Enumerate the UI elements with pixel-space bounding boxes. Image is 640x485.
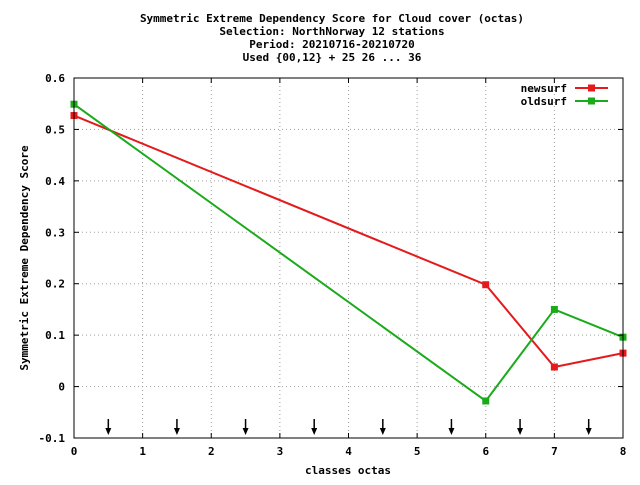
legend-label-oldsurf: oldsurf: [521, 95, 567, 108]
arrow-head: [448, 428, 455, 435]
y-tick-label: 0: [58, 381, 65, 394]
x-tick-label: 5: [414, 445, 421, 458]
down-arrow-icon: [448, 419, 455, 435]
x-tick-label: 8: [620, 445, 627, 458]
arrow-head: [105, 428, 112, 435]
x-tick-label: 0: [71, 445, 78, 458]
legend-marker-newsurf: [588, 84, 595, 92]
x-tick-label: 4: [345, 445, 352, 458]
series-line-newsurf: [73, 114, 624, 369]
arrow-head: [173, 428, 180, 435]
x-tick-label: 1: [139, 445, 146, 458]
data-point-newsurf: [482, 281, 490, 289]
data-point-oldsurf: [550, 305, 558, 313]
down-arrow-icon: [242, 419, 249, 435]
legend-label-newsurf: newsurf: [521, 82, 567, 95]
y-tick-label: -0.1: [39, 432, 66, 445]
y-tick-label: 0.6: [45, 72, 65, 85]
down-arrow-icon: [379, 419, 386, 435]
y-tick-label: 0.4: [45, 175, 65, 188]
legend-marker-oldsurf: [588, 97, 595, 105]
down-arrow-icon: [173, 419, 180, 435]
chart-title: Symmetric Extreme Dependency Score for C…: [140, 12, 524, 64]
down-arrow-icon: [311, 419, 318, 435]
arrow-head: [379, 428, 386, 435]
y-tick-label: 0.2: [45, 278, 65, 291]
x-tick-label: 6: [482, 445, 489, 458]
title-line-3: Period: 20210716-20210720: [249, 38, 415, 51]
y-tick-label: 0.5: [45, 123, 65, 136]
y-axis-label: Symmetric Extreme Dependency Score: [18, 145, 31, 371]
arrow-head: [585, 428, 592, 435]
y-tick-label: 0.3: [45, 226, 65, 239]
series-line-oldsurf: [73, 103, 624, 403]
grid: [74, 78, 623, 438]
x-tick-label: 3: [277, 445, 284, 458]
y-tick-label: 0.1: [45, 329, 65, 342]
x-tick-label: 7: [551, 445, 558, 458]
data-point-oldsurf: [482, 397, 490, 405]
arrow-head: [242, 428, 249, 435]
down-arrow-icon: [585, 419, 592, 435]
ticks: 0 1 2 3 4 5 6 7 8 -0.1 0 0.1 0.2 0.3 0.4 0.5 0.6: [39, 72, 627, 458]
down-arrow-icon: [105, 419, 112, 435]
title-line-4: Used {00,12} + 25 26 ... 36: [243, 51, 422, 64]
x-tick-label: 2: [208, 445, 215, 458]
class-boundary-arrows: [105, 419, 592, 435]
down-arrow-icon: [517, 419, 524, 435]
data-point-newsurf: [550, 363, 558, 371]
arrow-head: [517, 428, 524, 435]
arrow-head: [311, 428, 318, 435]
x-axis-label: classes octas: [305, 464, 391, 477]
title-line-2: Selection: NorthNorway 12 stations: [219, 25, 444, 38]
title-line-1: Symmetric Extreme Dependency Score for C…: [140, 12, 524, 25]
